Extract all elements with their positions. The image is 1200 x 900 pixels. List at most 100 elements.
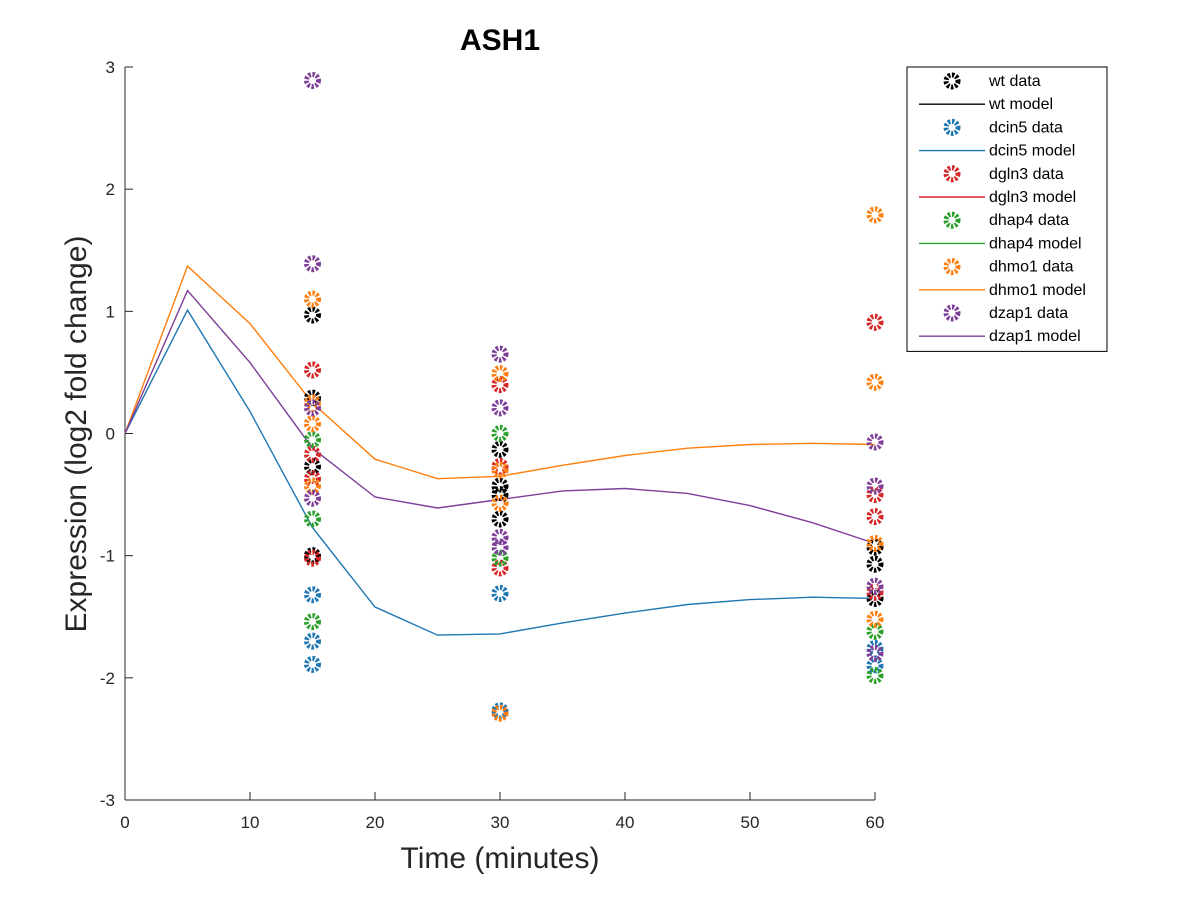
marker-hole bbox=[497, 371, 503, 376]
legend-marker-dzap1-data bbox=[943, 304, 961, 322]
marker-ring bbox=[866, 534, 884, 552]
marker-ring bbox=[943, 165, 961, 183]
marker-ring bbox=[866, 644, 884, 662]
marker-hole bbox=[310, 619, 315, 624]
dhmo1-data-point bbox=[866, 610, 884, 628]
marker-ring bbox=[491, 440, 509, 458]
y-axis-title: Expression (log2 fold change) bbox=[60, 236, 93, 633]
marker-hole bbox=[872, 616, 878, 622]
x-axis-title: Time (minutes) bbox=[401, 842, 600, 875]
x-tick-label: 20 bbox=[366, 813, 385, 832]
marker-ring bbox=[304, 306, 321, 324]
marker-ring bbox=[866, 477, 884, 495]
marker-hole bbox=[497, 467, 503, 473]
dhap4-data-point bbox=[304, 510, 321, 528]
y-tick-label: -3 bbox=[100, 791, 115, 810]
dhmo1-data-point bbox=[866, 373, 884, 391]
dcin5-data-point bbox=[304, 655, 321, 673]
marker-ring bbox=[491, 399, 509, 417]
dhmo1-data-point bbox=[866, 534, 884, 552]
legend-marker-dhap4-data bbox=[943, 211, 961, 229]
dhap4-data-point bbox=[304, 431, 321, 449]
legend: wt data wt model dcin5 data dcin5 model dgln… bbox=[906, 66, 1108, 352]
marker-ring bbox=[304, 632, 321, 650]
dhap4-data-point bbox=[304, 613, 321, 631]
dgln3-data-point bbox=[304, 549, 321, 567]
marker-hole bbox=[497, 500, 503, 506]
marker-hole bbox=[310, 437, 315, 442]
x-tick-label: 50 bbox=[741, 813, 760, 832]
legend-marker-dgln3-data bbox=[943, 165, 961, 183]
marker-ring bbox=[866, 538, 884, 556]
dgln3-data-point bbox=[491, 559, 509, 577]
dhmo1-data-point bbox=[491, 704, 509, 722]
marker-ring bbox=[866, 657, 884, 675]
chart-title: ASH1 bbox=[460, 24, 540, 57]
marker-ring bbox=[491, 538, 509, 556]
marker-hole bbox=[872, 439, 878, 445]
marker-ring bbox=[491, 510, 509, 528]
marker-hole bbox=[872, 663, 878, 668]
marker-hole bbox=[310, 312, 315, 318]
dzap1-data-point bbox=[304, 489, 321, 507]
marker-hole bbox=[310, 261, 315, 266]
dhmo1-data-point bbox=[491, 494, 509, 512]
marker-ring bbox=[491, 494, 509, 512]
y-tick-label: 0 bbox=[106, 425, 115, 444]
dhap4-data-point bbox=[866, 622, 884, 640]
y-tick-label: -2 bbox=[100, 669, 115, 688]
marker-hole bbox=[872, 483, 878, 489]
marker-ring bbox=[866, 508, 884, 526]
dzap1-model-line bbox=[124, 289, 876, 545]
x-tick-label: 0 bbox=[120, 813, 129, 832]
wt-data-point bbox=[304, 457, 321, 475]
dcin5-data-point bbox=[491, 585, 509, 603]
dhap4-data-point bbox=[491, 549, 509, 567]
marker-hole bbox=[872, 651, 878, 656]
legend-label: wt model bbox=[988, 96, 1053, 113]
dzap1-data-point bbox=[866, 433, 884, 451]
marker-ring bbox=[304, 290, 321, 308]
marker-ring bbox=[491, 486, 509, 504]
marker-ring bbox=[866, 583, 884, 601]
marker-ring bbox=[866, 622, 884, 640]
marker-hole bbox=[872, 514, 878, 519]
marker-ring bbox=[866, 577, 884, 595]
marker-ring bbox=[304, 510, 321, 528]
legend-marker-dhmo1-data bbox=[943, 258, 961, 276]
marker-ring bbox=[491, 585, 509, 603]
dhap4-data-point bbox=[866, 666, 884, 684]
marker-ring bbox=[491, 461, 509, 479]
marker-ring bbox=[304, 431, 321, 449]
marker-hole bbox=[310, 516, 315, 522]
marker-hole bbox=[310, 496, 315, 501]
x-tick-label: 60 bbox=[866, 813, 885, 832]
marker-hole bbox=[949, 78, 955, 84]
marker-ring bbox=[304, 445, 321, 463]
marker-hole bbox=[497, 544, 503, 550]
dhmo1-data-point bbox=[304, 290, 321, 308]
legend-label: wt data bbox=[988, 73, 1041, 90]
marker-ring bbox=[943, 258, 961, 276]
marker-hole bbox=[310, 483, 315, 489]
dhmo1-data-point bbox=[304, 415, 321, 433]
y-tick-label: 2 bbox=[106, 180, 115, 199]
wt-data-point bbox=[304, 306, 321, 324]
dcin5-data-point bbox=[304, 586, 321, 604]
marker-ring bbox=[866, 555, 884, 573]
marker-ring bbox=[304, 655, 321, 673]
dzap1-data-point bbox=[866, 644, 884, 662]
marker-ring bbox=[491, 376, 509, 394]
marker-ring bbox=[304, 613, 321, 631]
x-tick-label: 30 bbox=[491, 813, 510, 832]
marker-ring bbox=[866, 313, 884, 331]
marker-ring bbox=[491, 425, 509, 442]
marker-ring bbox=[866, 610, 884, 628]
marker-ring bbox=[304, 549, 321, 567]
dhmo1-data-point bbox=[491, 461, 509, 479]
dhap4-data-point bbox=[491, 425, 509, 442]
marker-hole bbox=[497, 351, 503, 357]
dgln3-data-point bbox=[866, 313, 884, 331]
marker-hole bbox=[872, 629, 878, 634]
